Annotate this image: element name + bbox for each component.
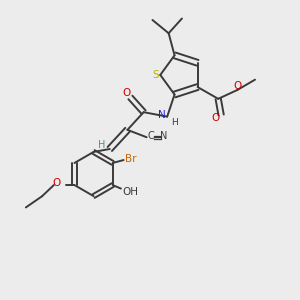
Text: O: O [53,178,61,188]
Text: C: C [147,131,154,141]
Text: N: N [160,131,167,141]
Text: O: O [123,88,131,98]
Text: OH: OH [122,188,138,197]
Text: O: O [211,113,219,123]
Text: Br: Br [125,154,137,164]
Text: S: S [153,70,159,80]
Text: H: H [98,140,105,151]
Text: H: H [171,118,178,127]
Text: N: N [158,110,166,120]
Text: O: O [233,81,242,91]
